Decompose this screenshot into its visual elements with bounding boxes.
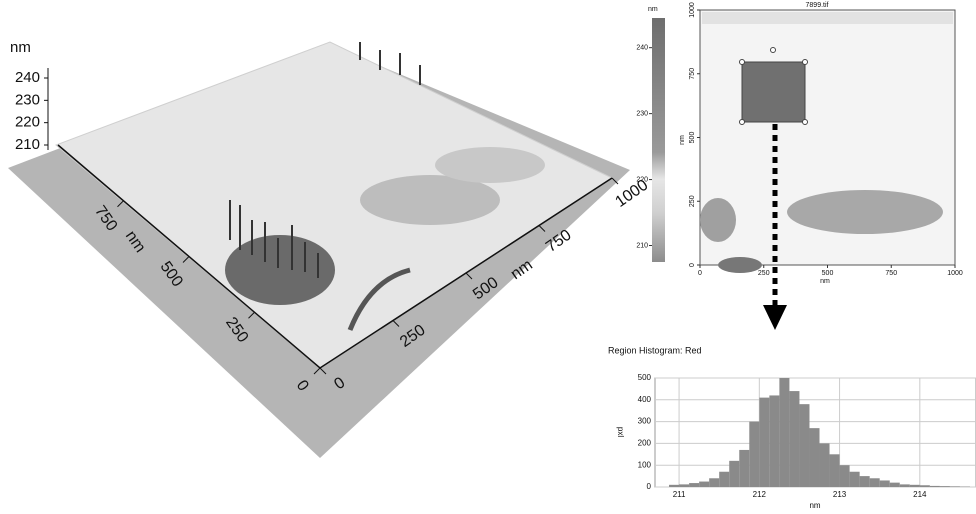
x-tick-label: 0: [698, 270, 702, 277]
bar: [759, 398, 769, 487]
arrowhead: [763, 305, 787, 330]
surface-feature: [435, 147, 545, 183]
page: nm2102202302400250500750nm02505007501000…: [0, 0, 976, 514]
figure: nm2102202302400250500750nm02505007501000…: [0, 0, 976, 514]
colorbar-tick-label: 220: [636, 176, 648, 183]
x-axis-label: nm: [809, 501, 820, 510]
map-feature: [718, 257, 762, 273]
y-tick-label: 400: [638, 395, 652, 404]
bar: [870, 478, 880, 487]
bar: [699, 482, 709, 487]
y-tick-label: 500: [638, 373, 652, 382]
bar: [779, 378, 789, 487]
region-selection[interactable]: [742, 62, 805, 122]
colorbar-tick-label: 240: [636, 45, 648, 52]
z-tick-label: 210: [15, 136, 40, 153]
y-tick-label: 500: [689, 132, 696, 144]
bar: [789, 391, 799, 487]
bar: [749, 422, 759, 487]
colorbar-tick-label: 230: [636, 110, 648, 117]
bar: [769, 395, 779, 487]
x-tick-label: 750: [885, 270, 897, 277]
y-tick-label: 100: [638, 460, 652, 469]
bar: [950, 486, 960, 487]
bar: [719, 472, 729, 487]
colorbar-label: nm: [648, 6, 658, 13]
bar: [880, 480, 890, 487]
bar: [850, 472, 860, 487]
bar: [689, 483, 699, 487]
bar: [729, 461, 739, 487]
y-tick-label: 300: [638, 417, 652, 426]
x-axis-label: nm: [820, 278, 830, 285]
bar: [920, 485, 930, 487]
x-tick-label: 214: [913, 490, 927, 499]
bar: [840, 465, 850, 487]
y-tick-label: 1000: [689, 2, 696, 18]
colorbar-tick-label: 210: [636, 242, 648, 249]
bar: [900, 484, 910, 487]
y-axis-label: pxl: [616, 427, 625, 437]
y-tick-label: 0: [689, 263, 696, 267]
bar: [890, 483, 900, 487]
map-feature: [702, 12, 953, 24]
bar: [930, 486, 940, 487]
bar: [809, 428, 819, 487]
map-feature: [700, 198, 736, 242]
x-tick-label: 211: [673, 490, 686, 499]
bar: [739, 450, 749, 487]
y-axis-label: nm: [679, 135, 686, 145]
bar: [860, 476, 870, 487]
bar: [679, 484, 689, 487]
x-tick-label: 250: [758, 270, 770, 277]
y-tick-label: 250: [689, 195, 696, 207]
x-tick-label: 500: [822, 270, 834, 277]
z-tick-label: 220: [15, 114, 40, 131]
map-title: 7899.tif: [806, 2, 829, 9]
x-tick-label: 212: [753, 490, 767, 499]
x-tick-label: 1000: [947, 270, 963, 277]
y-tick-label: 750: [689, 68, 696, 80]
bar: [669, 485, 679, 487]
histogram-title: Region Histogram: Red: [608, 345, 702, 355]
bar: [910, 485, 920, 487]
colorbar: [652, 18, 665, 262]
bar: [799, 404, 809, 487]
z-tick-label: 230: [15, 91, 40, 108]
z-axis-label: nm: [10, 39, 31, 56]
bar: [709, 478, 719, 487]
bar: [830, 454, 840, 487]
bar: [820, 443, 830, 487]
y-tick-label: 200: [638, 439, 652, 448]
map-feature: [787, 190, 943, 234]
z-tick-label: 240: [15, 69, 40, 86]
bar: [940, 486, 950, 487]
x-tick-label: 213: [833, 490, 847, 499]
y-tick-label: 0: [647, 482, 652, 491]
surface: [56, 42, 612, 368]
